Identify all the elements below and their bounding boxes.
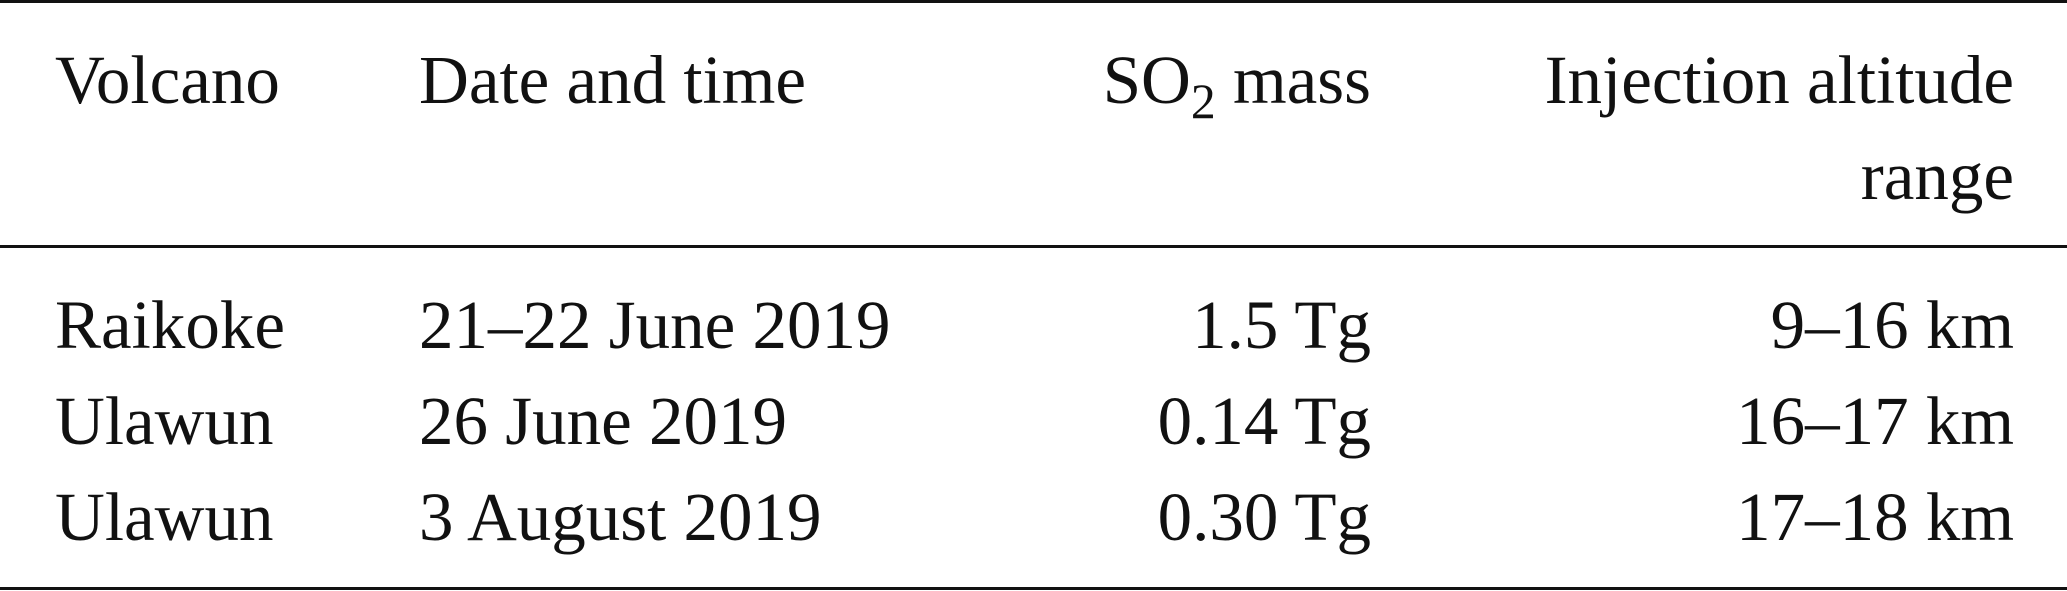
cell-altitude: 9–16 km — [1770, 287, 2014, 363]
cell-date: 3 August 2019 — [419, 479, 822, 555]
so2-prefix: SO — [1102, 42, 1191, 118]
header-altitude-line1: Injection altitude — [1544, 42, 2014, 118]
header-so2-mass: SO2 mass — [1103, 46, 1371, 127]
top-rule — [0, 0, 2067, 3]
cell-mass: 0.30 Tg — [1157, 479, 1371, 555]
cell-volcano: Raikoke — [55, 287, 285, 363]
cell-date: 21–22 June 2019 — [419, 287, 891, 363]
so2-suffix: mass — [1215, 42, 1371, 118]
header-rule — [0, 245, 2067, 248]
header-volcano: Volcano — [55, 42, 280, 118]
cell-volcano: Ulawun — [55, 383, 274, 459]
cell-altitude: 17–18 km — [1736, 479, 2014, 555]
cell-mass: 0.14 Tg — [1157, 383, 1371, 459]
cell-date: 26 June 2019 — [419, 383, 787, 459]
header-date: Date and time — [419, 42, 807, 118]
cell-mass: 1.5 Tg — [1192, 287, 1371, 363]
bottom-rule — [0, 587, 2067, 590]
cell-volcano: Ulawun — [55, 479, 274, 555]
header-altitude-line2: range — [1860, 138, 2014, 214]
so2-subscript: 2 — [1190, 73, 1216, 129]
cell-altitude: 16–17 km — [1736, 383, 2014, 459]
